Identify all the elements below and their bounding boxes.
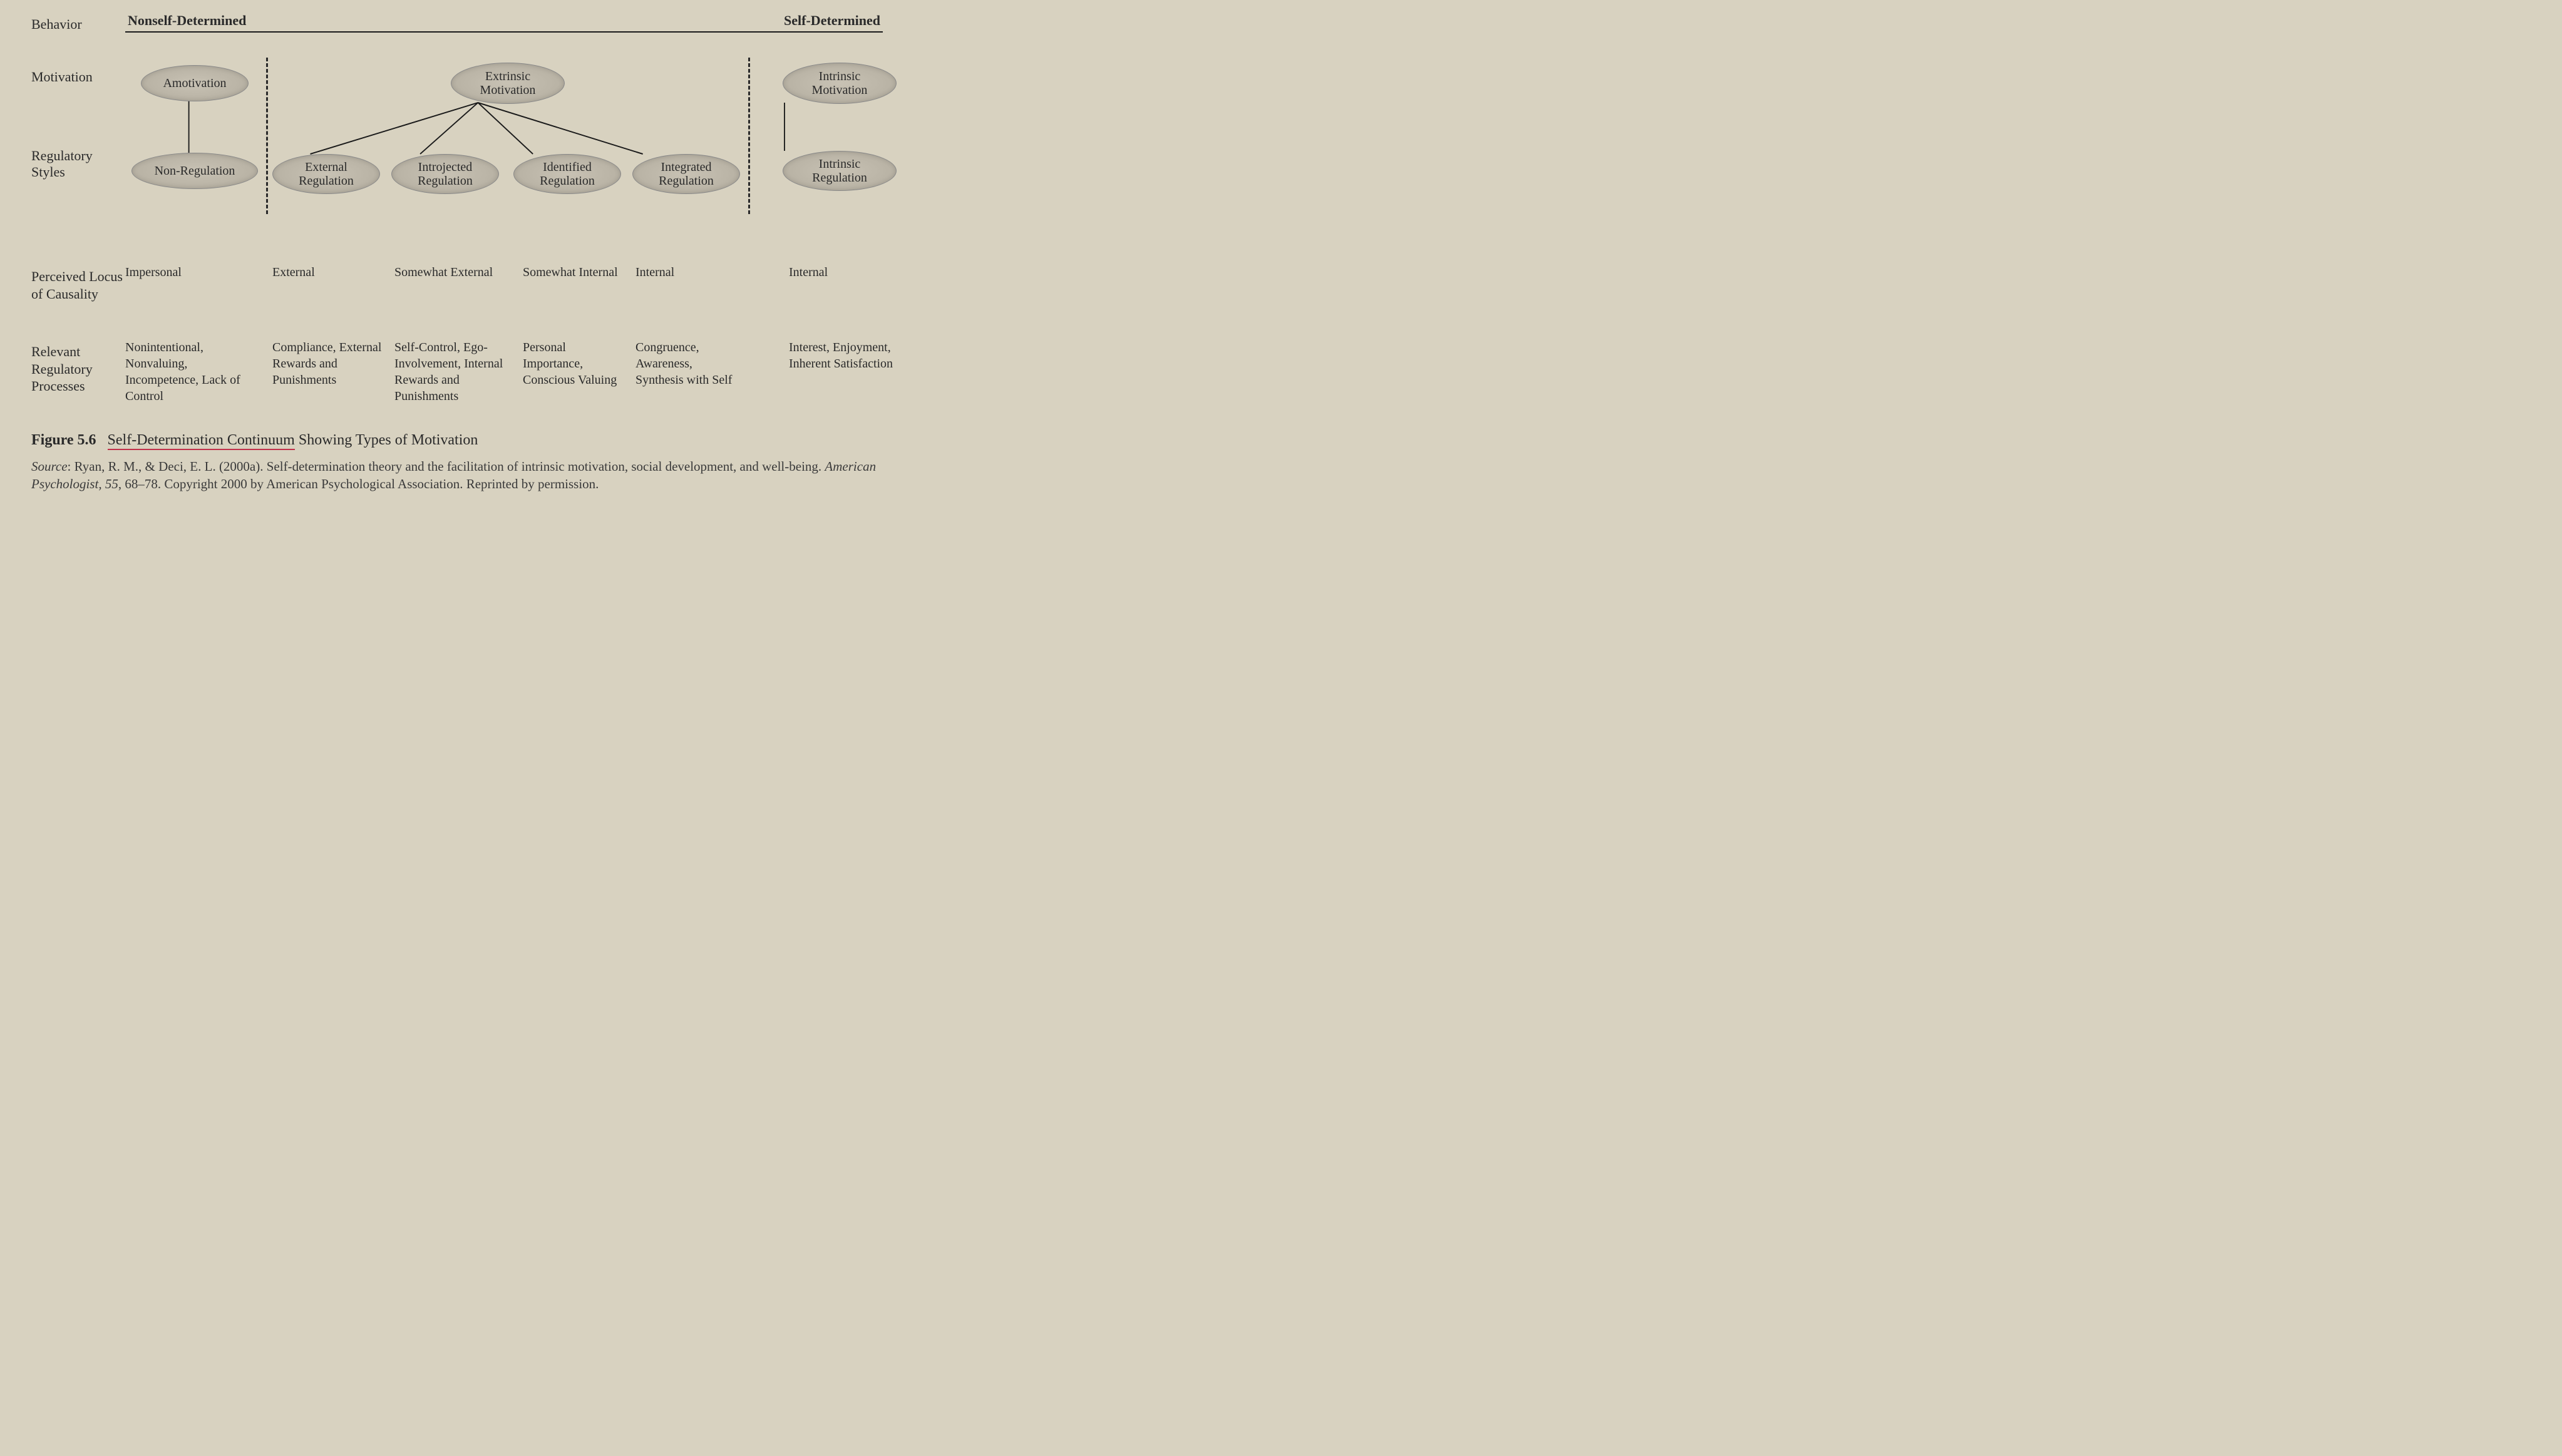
connector-line <box>478 103 642 154</box>
node-identified: IdentifiedRegulation <box>513 154 621 194</box>
processes-cell-4: Congruence, Awareness, Synthesis with Se… <box>635 339 745 388</box>
behavior-continuum-rule: Nonself-Determined Self-Determined <box>125 13 883 33</box>
node-label: ExternalRegulation <box>299 160 354 188</box>
locus-cell-0: Impersonal <box>125 264 247 280</box>
locus-cell-3: Somewhat Internal <box>523 264 632 280</box>
row-label-motivation: Motivation <box>31 58 125 85</box>
locus-row: Perceived Locus of Causality Impersonal E… <box>31 264 883 314</box>
figure-number: Figure 5.6 <box>31 432 96 448</box>
processes-cell-0: Nonintentional, Nonvaluing, Incompetence… <box>125 339 247 404</box>
connector-line <box>311 103 478 154</box>
row-label-locus: Perceived Locus of Causality <box>31 264 125 302</box>
node-label: IntrinsicMotivation <box>812 69 868 97</box>
node-introject: IntrojectedRegulation <box>391 154 499 194</box>
connector-line <box>420 103 478 154</box>
dashed-divider-0 <box>266 58 268 214</box>
row-label-behavior: Behavior <box>31 13 125 33</box>
dashed-divider-1 <box>748 58 750 214</box>
locus-cell-2: Somewhat External <box>394 264 520 280</box>
node-label: IntrojectedRegulation <box>418 160 473 188</box>
node-amot: Amotivation <box>141 65 249 101</box>
source-pages: , 68–78. Copyright 2000 by American Psyc… <box>118 476 599 491</box>
node-label: Amotivation <box>163 76 226 90</box>
node-intrinsic: IntrinsicMotivation <box>783 63 897 104</box>
processes-cell-3: Personal Importance, Conscious Valuing <box>523 339 632 388</box>
row-label-processes: Relevant Regulatory Processes <box>31 339 125 395</box>
node-label: Non-Regulation <box>155 164 235 178</box>
behavior-right-endpoint: Self-Determined <box>784 13 880 29</box>
node-integrated: IntegratedRegulation <box>632 154 740 194</box>
figure-caption: Figure 5.6 Self-Determination Continuum … <box>31 432 883 449</box>
behavior-left-endpoint: Nonself-Determined <box>128 13 246 29</box>
locus-cell-1: External <box>272 264 391 280</box>
source-authors: Ryan, R. M., & Deci, E. L. (2000a). Self… <box>75 459 825 474</box>
node-label: IntegratedRegulation <box>659 160 714 188</box>
caption-underlined: Self-Determination Continuum <box>108 432 295 450</box>
processes-row: Relevant Regulatory Processes Nonintenti… <box>31 339 883 421</box>
node-external: ExternalRegulation <box>272 154 380 194</box>
processes-cell-1: Compliance, External Rewards and Punishm… <box>272 339 391 388</box>
node-extrinsic: ExtrinsicMotivation <box>451 63 565 104</box>
behavior-row: Behavior Nonself-Determined Self-Determi… <box>31 13 883 33</box>
figure-container: Behavior Nonself-Determined Self-Determi… <box>0 0 914 518</box>
locus-cell-4: Internal <box>635 264 745 280</box>
node-nonreg: Non-Regulation <box>131 153 258 189</box>
caption-rest: Showing Types of Motivation <box>295 432 478 448</box>
source-prefix: Source <box>31 459 68 474</box>
processes-cell-2: Self-Control, Ego-Involvement, Internal … <box>394 339 520 404</box>
connector-line <box>478 103 533 154</box>
locus-cell-5: Internal <box>789 264 939 280</box>
node-label: IdentifiedRegulation <box>540 160 595 188</box>
node-intrreg: IntrinsicRegulation <box>783 151 897 191</box>
node-label: IntrinsicRegulation <box>812 157 867 185</box>
diagram-canvas: Amotivation ExtrinsicMotivation IntrinsicM… <box>125 58 883 227</box>
row-label-regulatory: Regulatory Styles <box>31 85 125 181</box>
source-citation: Source: Ryan, R. M., & Deci, E. L. (2000… <box>31 458 883 493</box>
node-label: ExtrinsicMotivation <box>480 69 536 97</box>
processes-cell-5: Interest, Enjoyment, Inherent Satisfacti… <box>789 339 939 372</box>
